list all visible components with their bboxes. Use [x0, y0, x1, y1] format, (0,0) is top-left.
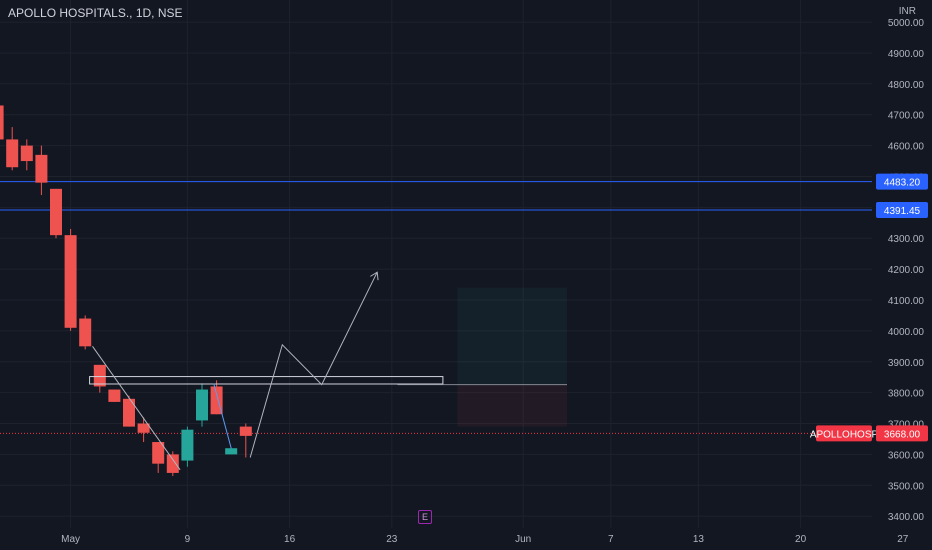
price-tick-label: 4000.00 [888, 327, 925, 338]
current-price-tag [876, 425, 928, 442]
candle [225, 448, 238, 455]
candle [108, 389, 121, 402]
candle-body [50, 188, 62, 236]
candle-body [225, 448, 238, 455]
resistance-rectangle[interactable] [89, 376, 444, 385]
price-tick-label: 4700.00 [888, 111, 925, 122]
target-zone[interactable] [457, 287, 568, 427]
candle [210, 380, 223, 415]
candle-body [93, 364, 106, 387]
price-labels: 4483.20 4391.45 APOLLOHOSP 3668.00 [810, 173, 928, 442]
candle [166, 451, 179, 477]
candle [196, 383, 208, 427]
time-tick-label: Jun [515, 534, 531, 545]
candle-body [79, 318, 92, 347]
candle-body [35, 154, 48, 183]
earnings-event-icon[interactable]: E [418, 510, 432, 524]
symbol-tag [816, 425, 872, 442]
pullback-line[interactable] [213, 383, 232, 449]
candle [0, 105, 4, 140]
candle-body [20, 145, 33, 162]
candle [35, 145, 48, 196]
symbol-tag-label: APOLLOHOSP [810, 429, 879, 440]
price-tick-label: 3400.00 [888, 512, 925, 523]
horizontal-line-price-label: 4391.45 [884, 206, 921, 217]
candle-body [166, 454, 179, 473]
candle [137, 417, 150, 443]
price-tick-label: 4800.00 [888, 80, 925, 91]
price-tick-label: 4900.00 [888, 49, 925, 60]
price-tick-label: 4100.00 [888, 296, 925, 307]
drawings[interactable] [89, 271, 567, 471]
candle-body [152, 442, 165, 464]
candle-body [210, 386, 223, 415]
horizontal-lines[interactable] [0, 181, 872, 434]
candle-body [181, 429, 194, 461]
candle [6, 127, 19, 171]
time-tick-label: 7 [608, 534, 614, 545]
candle-body [137, 423, 150, 433]
projection-path[interactable] [249, 271, 378, 458]
time-axis[interactable]: 25May91623Jun7132027 [0, 528, 932, 550]
decline-trend-line[interactable] [92, 346, 181, 471]
candle-body [0, 105, 4, 140]
time-tick-label: 16 [284, 534, 296, 545]
candle-body [239, 426, 252, 436]
candle [64, 228, 77, 331]
candle [123, 395, 135, 427]
time-tick-label: 13 [693, 534, 705, 545]
current-price-label: 3668.00 [884, 429, 921, 440]
candle [50, 188, 62, 239]
time-tick-label: 23 [386, 534, 398, 545]
price-tick-label: 5000.00 [888, 18, 925, 29]
price-axis[interactable]: 3400.00 3500.00 3600.00 3700.00 3800.00 3900.… [872, 0, 932, 550]
horizontal-line-price-tag [876, 173, 928, 190]
stop-loss-zone[interactable] [457, 384, 568, 427]
candle [181, 426, 194, 467]
candle [152, 442, 165, 473]
candle-body [108, 389, 121, 402]
grid [0, 0, 904, 528]
price-tick-label: 3500.00 [888, 481, 925, 492]
price-axis-background [872, 0, 932, 550]
arrow-head[interactable] [370, 271, 379, 281]
candle-body [64, 235, 77, 328]
candle [93, 364, 106, 393]
time-tick-label: 9 [185, 534, 191, 545]
price-tick-label: 4300.00 [888, 234, 925, 245]
candle-body [196, 389, 208, 421]
candle-body [6, 139, 19, 168]
candle [239, 423, 252, 458]
time-tick-label: 27 [897, 534, 909, 545]
currency-label: INR [898, 6, 916, 17]
time-tick-label: May [61, 534, 80, 545]
price-tick-label: 3700.00 [888, 420, 925, 431]
time-axis-background [0, 528, 932, 550]
price-tick-label: 3800.00 [888, 389, 925, 400]
price-tick-label: 3900.00 [888, 358, 925, 369]
candle [20, 139, 33, 171]
time-tick-label: 20 [795, 534, 807, 545]
candle-body [123, 398, 135, 427]
price-tick-label: 4200.00 [888, 265, 925, 276]
candles [0, 105, 252, 477]
candle [79, 315, 92, 350]
symbol-title[interactable]: APOLLO HOSPITALS., 1D, NSE [8, 6, 183, 20]
horizontal-line-price-label: 4483.20 [884, 178, 921, 189]
horizontal-line-price-tag [876, 202, 928, 219]
price-tick-label: 4600.00 [888, 142, 925, 153]
profit-zone[interactable] [457, 287, 568, 385]
price-tick-label: 3600.00 [888, 450, 925, 461]
